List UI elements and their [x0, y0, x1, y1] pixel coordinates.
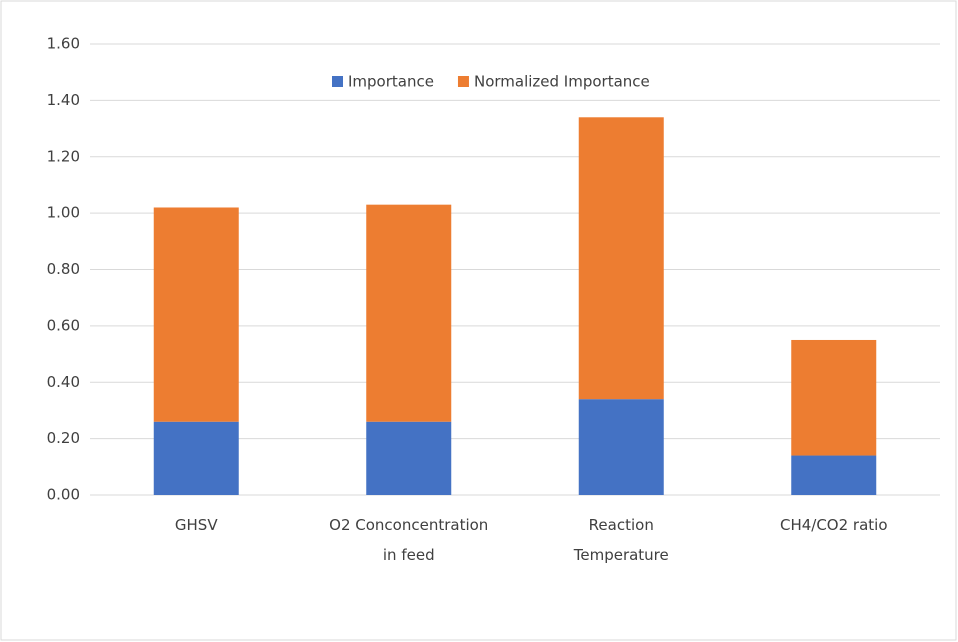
- legend-swatch: [457, 76, 469, 87]
- y-tick-label: 0.20: [47, 429, 80, 447]
- x-tick-label: Reaction Temperature: [573, 516, 669, 564]
- bar-segment: [791, 455, 877, 495]
- legend-label: Importance: [348, 73, 434, 91]
- bar-segment: [578, 399, 664, 495]
- y-tick-label: 1.40: [47, 91, 80, 109]
- y-tick-label: 1.00: [47, 204, 80, 222]
- y-tick-label: 0.40: [47, 373, 80, 391]
- bar-segment: [791, 339, 877, 456]
- bar-segment: [366, 204, 452, 422]
- y-tick-label: 0.00: [47, 486, 80, 504]
- y-tick-label: 0.60: [47, 316, 80, 334]
- bar-segment: [153, 207, 239, 422]
- bar-segment: [578, 117, 664, 400]
- y-tick-label: 1.60: [47, 35, 80, 53]
- x-tick-label: CH4/CO2 ratio: [780, 516, 888, 534]
- bar-segment: [153, 421, 239, 495]
- x-tick-label: GHSV: [175, 516, 218, 534]
- legend-label: Normalized Importance: [474, 73, 650, 91]
- y-tick-label: 0.80: [47, 260, 80, 278]
- bar-segment: [366, 421, 452, 495]
- legend-swatch: [332, 76, 343, 87]
- y-tick-label: 1.20: [47, 147, 80, 165]
- x-tick-label: O2 Conconcentration in feed: [329, 516, 488, 564]
